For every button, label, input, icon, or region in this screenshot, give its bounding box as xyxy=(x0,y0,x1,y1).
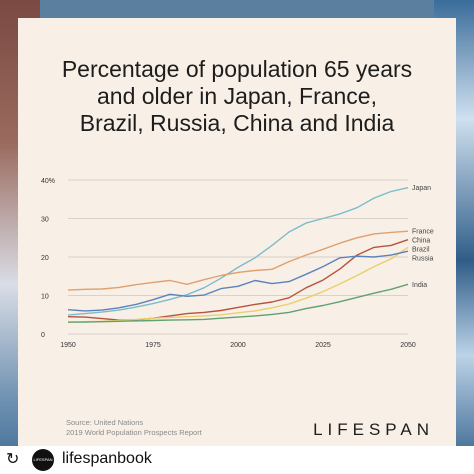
chart-title: Percentage of population 65 years and ol… xyxy=(61,56,413,136)
series-label-japan: Japan xyxy=(412,185,431,192)
account-name[interactable]: lifespanbook xyxy=(62,450,152,467)
series-label-france: France xyxy=(412,229,434,236)
series-labels: Japan France China Brazil Russia India xyxy=(412,185,434,289)
repost-icon[interactable]: ↻ xyxy=(6,451,20,468)
y-axis-ticks: 0 10 20 30 40% xyxy=(41,178,55,339)
y-tick-label: 30 xyxy=(41,217,49,224)
source-line-2: 2019 World Population Prospects Report xyxy=(66,428,202,437)
series-line-india xyxy=(68,283,409,323)
series-line-france xyxy=(67,230,409,291)
x-tick-label: 2050 xyxy=(400,342,416,349)
series-label-brazil: Brazil xyxy=(412,247,430,254)
series-label-china: China xyxy=(412,238,430,245)
y-tick-label: 10 xyxy=(41,294,49,301)
y-tick-label: 40% xyxy=(41,178,55,185)
series-line-russia xyxy=(67,250,409,312)
series-line-japan xyxy=(67,187,409,316)
brand-logo: LIFESPAN xyxy=(313,420,434,439)
line-chart: 0 10 20 30 40% 1950 1975 2000 2025 2050 Japan Fra… xyxy=(41,178,434,349)
post-card: Percentage of population 65 years and ol… xyxy=(18,18,456,446)
source-note: Source: United Nations 2019 World Popula… xyxy=(66,418,202,438)
instagram-footer: ↻ LIFESPAN lifespanbook xyxy=(0,446,474,474)
source-line-1: Source: United Nations xyxy=(66,418,144,427)
x-tick-label: 2025 xyxy=(315,342,331,349)
grid-lines xyxy=(68,179,408,335)
series-line-brazil xyxy=(67,246,409,324)
x-axis-ticks: 1950 1975 2000 2025 2050 xyxy=(60,342,416,349)
x-tick-label: 1975 xyxy=(145,342,161,349)
series-label-russia: Russia xyxy=(412,256,434,263)
y-tick-label: 20 xyxy=(41,255,49,262)
series-group xyxy=(67,187,409,324)
x-tick-label: 2000 xyxy=(230,342,246,349)
y-tick-label: 0 xyxy=(41,332,45,339)
avatar[interactable]: LIFESPAN xyxy=(32,449,54,471)
series-label-india: India xyxy=(412,282,427,289)
x-tick-label: 1950 xyxy=(60,342,76,349)
